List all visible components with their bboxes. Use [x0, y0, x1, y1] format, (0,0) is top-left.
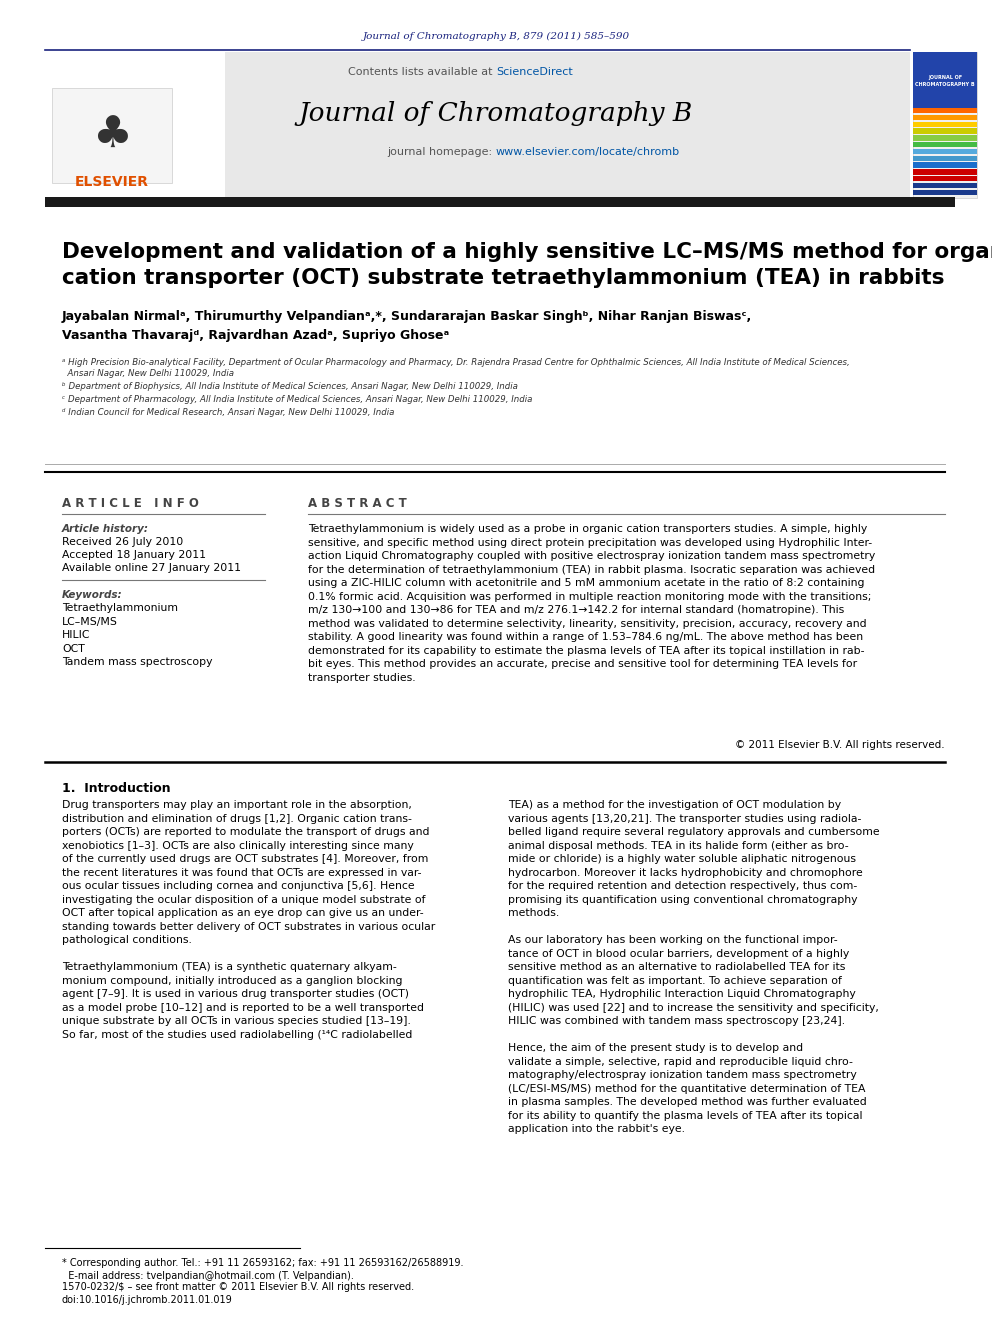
Text: journal homepage:: journal homepage: [387, 147, 496, 157]
Text: ♣: ♣ [92, 114, 132, 156]
FancyBboxPatch shape [45, 197, 955, 206]
Text: www.elsevier.com/locate/chromb: www.elsevier.com/locate/chromb [496, 147, 681, 157]
Text: Tetraethylammonium is widely used as a probe in organic cation transporters stud: Tetraethylammonium is widely used as a p… [308, 524, 875, 683]
Text: OCT: OCT [62, 643, 84, 654]
Text: Contents lists available at: Contents lists available at [348, 67, 496, 77]
Text: 1570-0232/$ – see front matter © 2011 Elsevier B.V. All rights reserved.: 1570-0232/$ – see front matter © 2011 El… [62, 1282, 414, 1293]
Text: Keywords:: Keywords: [62, 590, 123, 601]
Text: Accepted 18 January 2011: Accepted 18 January 2011 [62, 550, 206, 560]
Text: ᵃ High Precision Bio-analytical Facility, Department of Ocular Pharmacology and : ᵃ High Precision Bio-analytical Facility… [62, 359, 850, 378]
FancyBboxPatch shape [913, 169, 977, 175]
FancyBboxPatch shape [913, 135, 977, 140]
Text: A B S T R A C T: A B S T R A C T [308, 497, 407, 509]
Text: TEA) as a method for the investigation of OCT modulation by
various agents [13,2: TEA) as a method for the investigation o… [508, 800, 880, 1135]
FancyBboxPatch shape [913, 163, 977, 168]
Text: Received 26 July 2010: Received 26 July 2010 [62, 537, 184, 546]
FancyBboxPatch shape [913, 52, 977, 110]
Text: Tandem mass spectroscopy: Tandem mass spectroscopy [62, 658, 212, 667]
Text: Development and validation of a highly sensitive LC–MS/MS method for organic
cat: Development and validation of a highly s… [62, 242, 992, 288]
FancyBboxPatch shape [52, 89, 172, 183]
FancyBboxPatch shape [913, 52, 977, 198]
Text: Journal of Chromatography B: Journal of Chromatography B [299, 101, 693, 126]
FancyBboxPatch shape [45, 52, 225, 198]
FancyBboxPatch shape [913, 176, 977, 181]
FancyBboxPatch shape [913, 156, 977, 161]
Text: Tetraethylammonium: Tetraethylammonium [62, 603, 178, 613]
Text: ᵇ Department of Biophysics, All India Institute of Medical Sciences, Ansari Naga: ᵇ Department of Biophysics, All India In… [62, 382, 518, 392]
FancyBboxPatch shape [913, 115, 977, 120]
Text: Article history:: Article history: [62, 524, 149, 534]
Text: ᶜ Department of Pharmacology, All India Institute of Medical Sciences, Ansari Na: ᶜ Department of Pharmacology, All India … [62, 396, 533, 404]
Text: doi:10.1016/j.jchromb.2011.01.019: doi:10.1016/j.jchromb.2011.01.019 [62, 1295, 233, 1304]
Text: * Corresponding author. Tel.: +91 11 26593162; fax: +91 11 26593162/26588919.
  : * Corresponding author. Tel.: +91 11 265… [62, 1258, 463, 1281]
Text: ᵈ Indian Council for Medical Research, Ansari Nagar, New Delhi 110029, India: ᵈ Indian Council for Medical Research, A… [62, 407, 395, 417]
FancyBboxPatch shape [913, 128, 977, 134]
Text: Drug transporters may play an important role in the absorption,
distribution and: Drug transporters may play an important … [62, 800, 435, 1040]
Text: © 2011 Elsevier B.V. All rights reserved.: © 2011 Elsevier B.V. All rights reserved… [735, 740, 945, 750]
Text: Jayabalan Nirmalᵃ, Thirumurthy Velpandianᵃ,*, Sundararajan Baskar Singhᵇ, Nihar : Jayabalan Nirmalᵃ, Thirumurthy Velpandia… [62, 310, 752, 341]
FancyBboxPatch shape [913, 142, 977, 147]
FancyBboxPatch shape [913, 189, 977, 194]
FancyBboxPatch shape [913, 183, 977, 188]
Text: 1.  Introduction: 1. Introduction [62, 782, 171, 795]
Text: A R T I C L E   I N F O: A R T I C L E I N F O [62, 497, 198, 509]
Text: HILIC: HILIC [62, 630, 90, 640]
FancyBboxPatch shape [913, 148, 977, 155]
Text: Available online 27 January 2011: Available online 27 January 2011 [62, 564, 241, 573]
Text: Journal of Chromatography B, 879 (2011) 585–590: Journal of Chromatography B, 879 (2011) … [362, 32, 630, 41]
Text: ScienceDirect: ScienceDirect [496, 67, 572, 77]
Text: LC–MS/MS: LC–MS/MS [62, 617, 118, 627]
FancyBboxPatch shape [913, 122, 977, 127]
Text: ELSEVIER: ELSEVIER [75, 175, 149, 189]
FancyBboxPatch shape [913, 108, 977, 114]
Text: JOURNAL OF
CHROMATOGRAPHY B: JOURNAL OF CHROMATOGRAPHY B [916, 75, 975, 86]
FancyBboxPatch shape [45, 52, 910, 198]
